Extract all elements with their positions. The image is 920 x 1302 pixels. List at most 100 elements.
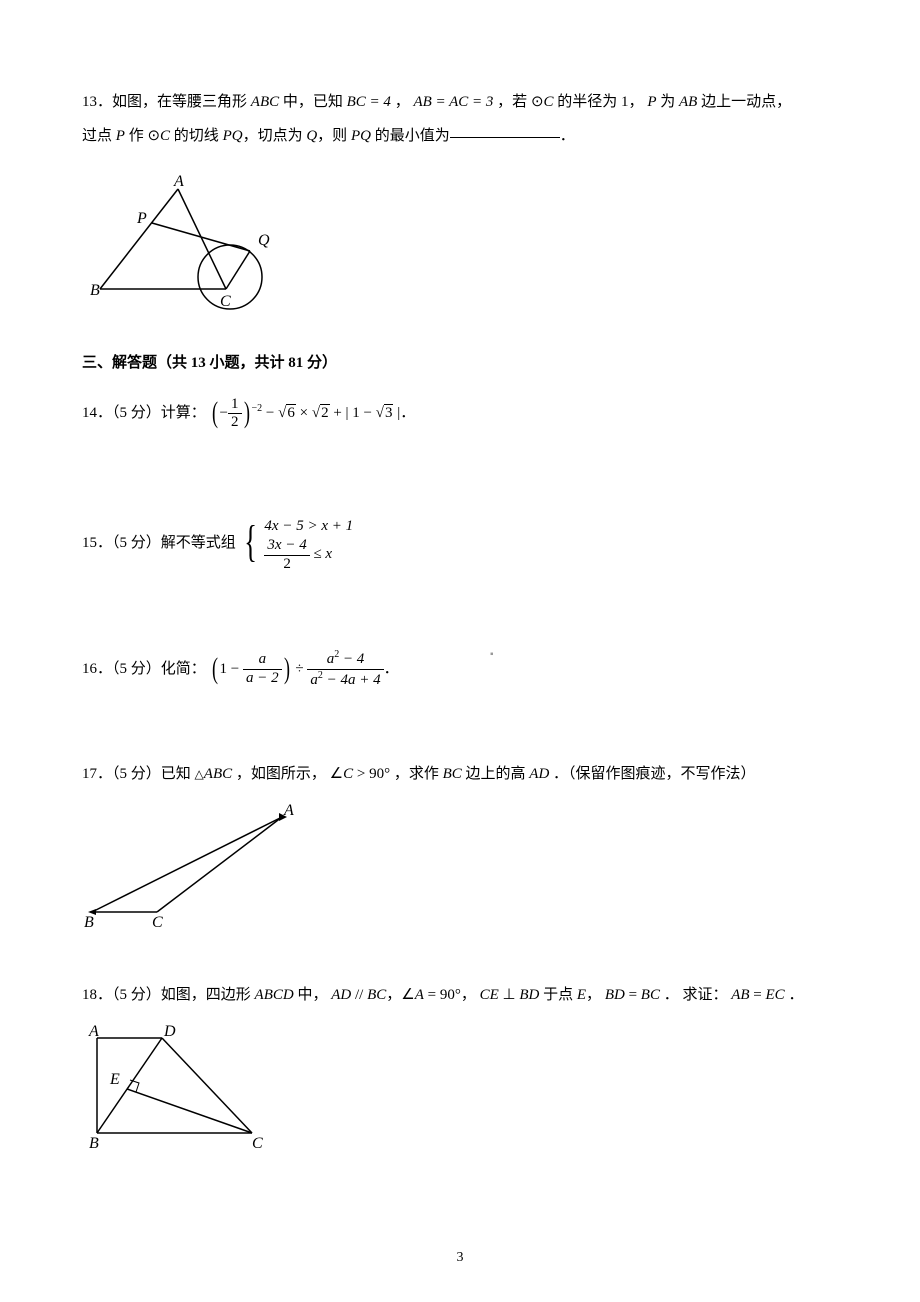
perp-icon: ⊥	[499, 987, 520, 1003]
q18-abcd: ABCD	[255, 987, 294, 1003]
q18-eq: =	[625, 987, 641, 1003]
q14-times: ×	[300, 405, 308, 421]
q17-ta: 已知	[161, 766, 191, 782]
answer-blank[interactable]	[450, 137, 560, 138]
q15-system: { 4x − 5 > x + 1 3x − 42 ≤ x	[240, 502, 354, 586]
q16-f2d: a	[310, 672, 318, 688]
q17-td: 边上的高	[466, 766, 526, 782]
q18-ab: AB	[731, 987, 749, 1003]
q16-points: （5 分）	[112, 661, 161, 677]
q16-f2dr: − 4a + 4	[323, 672, 381, 688]
q16-f2nr: − 4	[339, 651, 364, 667]
svg-text:P: P	[136, 210, 147, 227]
q13-q: Q	[306, 128, 317, 144]
q13-pq2: PQ	[351, 128, 371, 144]
q14-ao: | 1 −	[346, 405, 376, 421]
q18-ad: AD	[331, 987, 351, 1003]
svg-text:C: C	[220, 293, 231, 310]
q17-bc: BC	[443, 766, 462, 782]
q13-c1: ，	[395, 94, 410, 110]
q13-cc: C	[544, 94, 554, 110]
q13-cc2: C	[160, 128, 170, 144]
q18-number: 18．	[82, 987, 112, 1003]
question-14: 14．（5 分）计算： (−12)−2 − √6 × √2 + | 1 − √3…	[82, 385, 838, 442]
q18-a: A	[415, 987, 424, 1003]
svg-text:B: B	[90, 282, 100, 299]
q15-r1: 4x − 5 > x + 1	[264, 518, 353, 534]
q18-figure: A B C D E	[82, 1020, 838, 1161]
q17-number: 17．	[82, 766, 112, 782]
angle-icon: ∠	[330, 766, 343, 782]
q13-ti: 的切线	[174, 128, 219, 144]
question-13: 13．如图，在等腰三角形 ABC 中，已知 BC = 4 ， AB = AC =…	[82, 85, 838, 337]
q18-points: （5 分）	[112, 987, 161, 1003]
watermark-dot: ▪	[490, 645, 494, 664]
q14-neg: −	[220, 405, 228, 421]
question-15: 15．（5 分）解不等式组 { 4x − 5 > x + 1 3x − 42 ≤…	[82, 502, 838, 586]
q13-figure: A B C P Q	[82, 171, 838, 337]
q17-c: C	[343, 766, 353, 782]
q13-td: 的半径为	[557, 94, 617, 110]
page-number: 3	[457, 1245, 464, 1272]
q18-tc: 于点	[543, 987, 573, 1003]
q18-eq90: = 90°，	[424, 987, 476, 1003]
q14-exp: −2	[252, 403, 263, 414]
triangle-icon: △	[195, 767, 204, 781]
q18-bc2: BC	[641, 987, 660, 1003]
q14-den: 2	[228, 414, 242, 431]
q16-formula: (1 − aa − 2) ÷ a2 − 4 a2 − 4a + 4	[210, 641, 384, 698]
q13-pq: PQ	[223, 128, 243, 144]
q16-one: 1 −	[220, 661, 240, 677]
svg-text:E: E	[109, 1071, 120, 1088]
svg-text:A: A	[88, 1023, 99, 1040]
svg-text:Q: Q	[258, 232, 270, 249]
q18-e: E	[577, 987, 586, 1003]
svg-text:A: A	[283, 802, 294, 819]
q16-div: ÷	[295, 661, 307, 677]
q16-f1n: a	[243, 651, 282, 669]
q16-label: 化简：	[161, 661, 206, 677]
svg-text:B: B	[89, 1135, 99, 1150]
q18-cm2: ，	[586, 987, 601, 1003]
q18-eq2: =	[750, 987, 766, 1003]
q13-tb: 中，已知	[283, 94, 343, 110]
q13-tf: 边上一动点，	[701, 94, 791, 110]
q14-label: 计算：	[161, 405, 206, 421]
svg-text:D: D	[163, 1023, 176, 1040]
question-17: 17．（5 分）已知 △ABC ，如图所示， ∠C > 90° ，求作 BC 边…	[82, 758, 838, 940]
q18-ec: EC	[766, 987, 785, 1003]
q17-gt: > 90°	[353, 766, 390, 782]
q13-p2: P	[116, 128, 125, 144]
q17-points: （5 分）	[112, 766, 161, 782]
q18-text: 18．（5 分）如图，四边形 ABCD 中， AD // BC，∠A = 90°…	[82, 979, 838, 1012]
q13-c2: ，	[629, 94, 644, 110]
q13-te: 为	[660, 94, 675, 110]
q13-tj: ，切点为	[243, 128, 303, 144]
circle-icon-2: ⊙	[147, 127, 160, 144]
q14-num: 1	[228, 396, 242, 414]
q16-per: ．	[384, 661, 399, 677]
q13-p: P	[647, 94, 656, 110]
q13-th: 作	[129, 128, 144, 144]
q14-formula: (−12)−2 − √6 × √2 + | 1 − √3 |	[210, 385, 401, 442]
q13-text: 13．如图，在等腰三角形 ABC 中，已知 BC = 4 ， AB = AC =…	[82, 85, 838, 153]
q18-cm: ，	[386, 987, 401, 1003]
q18-td: ． 求证：	[664, 987, 728, 1003]
q14-s6: 6	[286, 404, 296, 421]
q17-te: ．（保留作图痕迹，不写作法）	[553, 766, 756, 782]
q18-ta: 如图，四边形	[161, 987, 251, 1003]
q14-per: ．	[400, 405, 415, 421]
q14-plus: +	[333, 405, 341, 421]
q13-ab: AB	[679, 94, 697, 110]
q17-tc: ，求作	[394, 766, 439, 782]
q14-number: 14．	[82, 405, 112, 421]
q13-number: 13．	[82, 94, 112, 110]
section-3-title: 三、解答题（共 13 小题，共计 81 分）	[82, 349, 838, 378]
q13-bceq: BC = 4	[347, 94, 391, 110]
q15-r2d: 2	[264, 556, 309, 573]
q13-tl: 的最小值为	[375, 128, 450, 144]
circle-icon: ⊙	[531, 93, 544, 110]
q17-ad: AD	[529, 766, 549, 782]
q18-par: //	[351, 987, 367, 1003]
q13-abac: AB = AC = 3	[413, 94, 493, 110]
